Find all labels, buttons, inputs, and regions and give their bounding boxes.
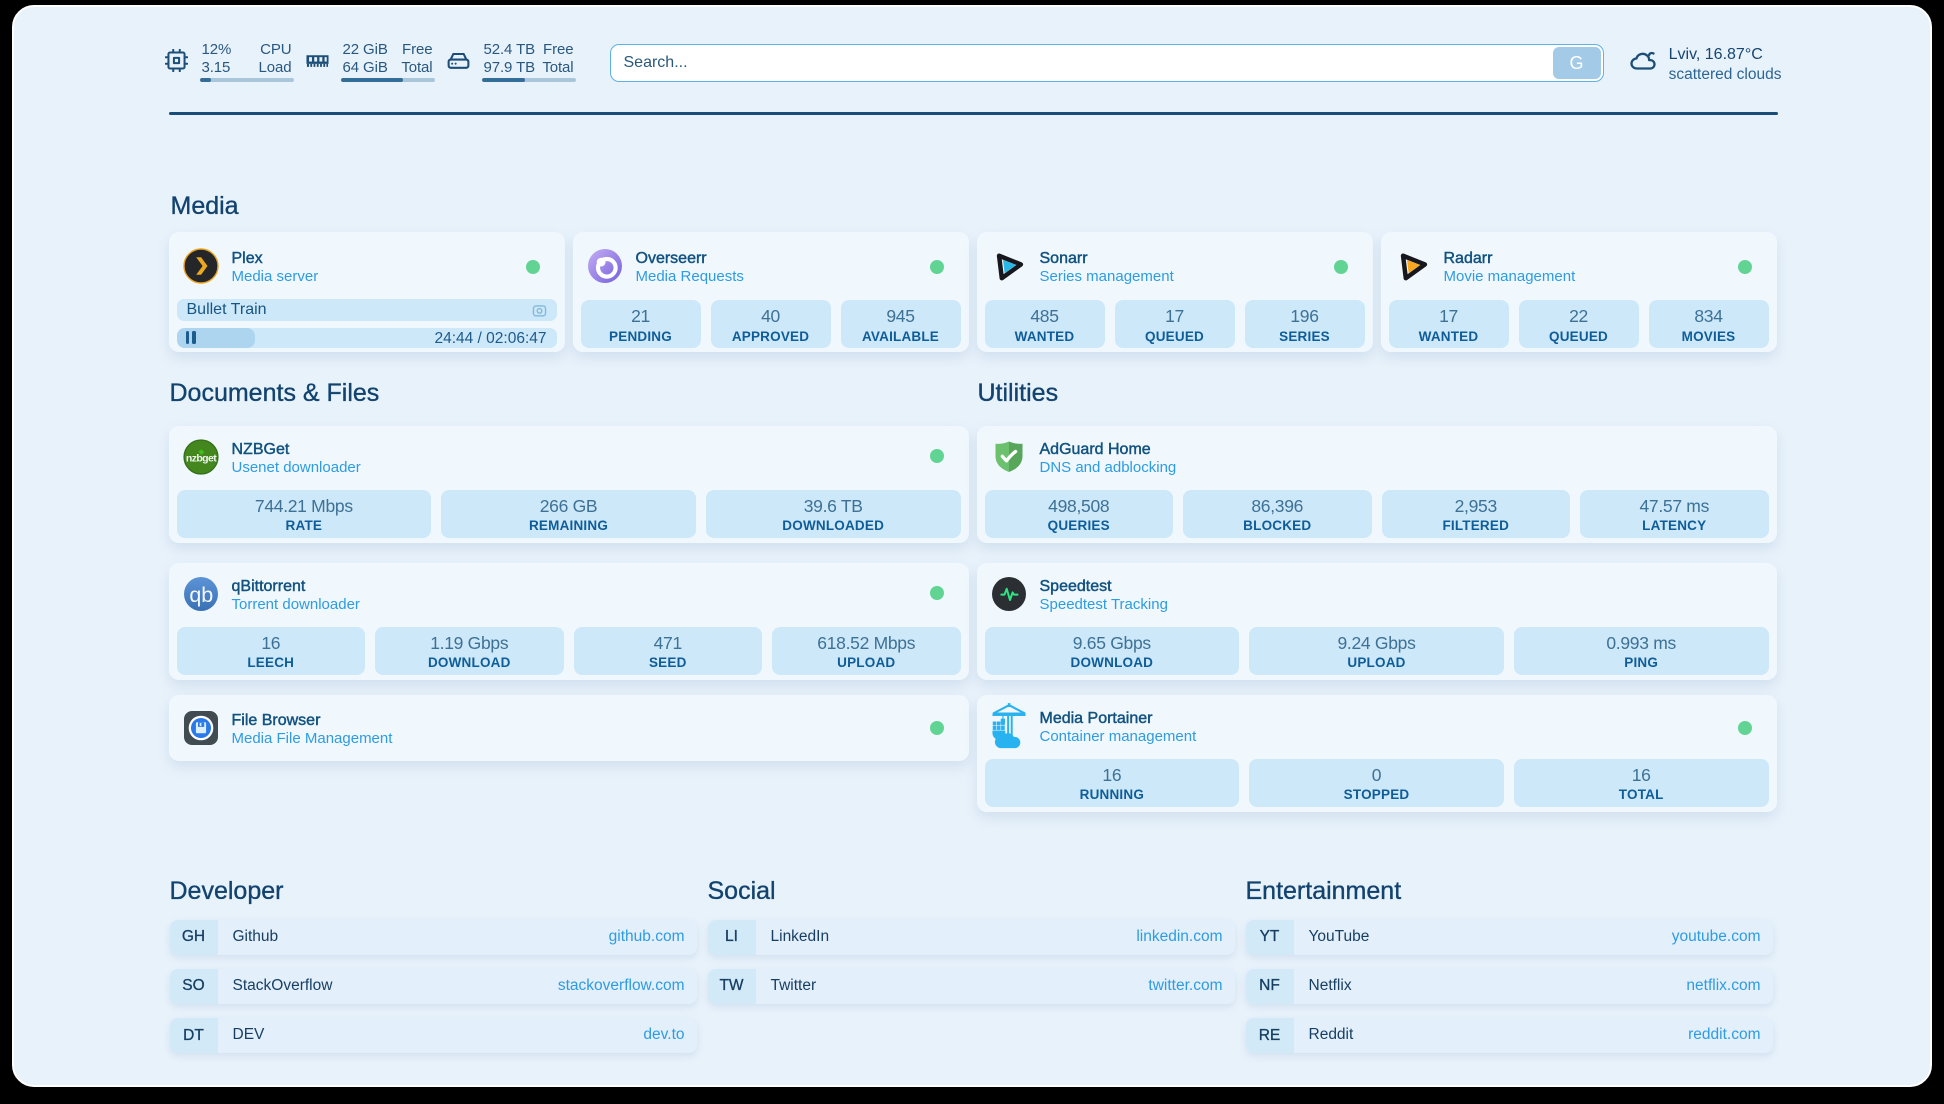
svg-text:nzbget: nzbget xyxy=(185,452,216,464)
svg-text:qb: qb xyxy=(189,583,213,607)
